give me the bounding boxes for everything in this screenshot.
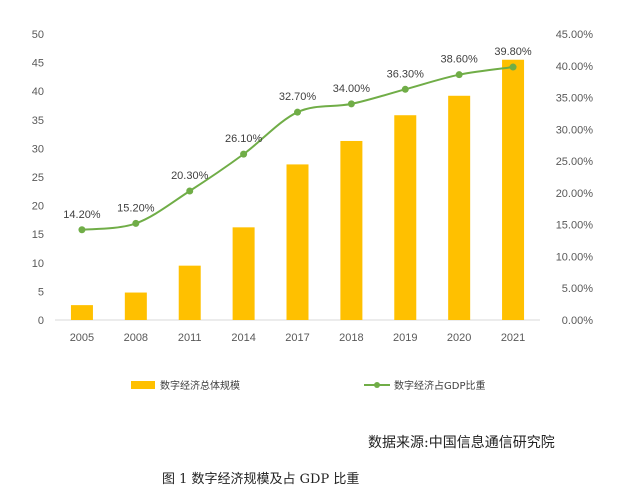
y-left-tick-label: 50 — [32, 29, 44, 41]
data-source-note: 数据来源:中国信息通信研究院 — [368, 435, 555, 451]
y-left-tick-label: 35 — [32, 115, 44, 127]
line-point — [401, 85, 409, 93]
line-point — [186, 187, 194, 195]
x-tick-label: 2014 — [231, 332, 255, 344]
bar — [448, 95, 471, 320]
data-label: 38.60% — [441, 54, 479, 66]
bar — [286, 164, 309, 320]
bar — [502, 59, 525, 321]
x-tick-label: 2021 — [501, 332, 525, 344]
data-label: 15.20% — [117, 202, 155, 214]
y-right-tick-label: 20.00% — [556, 188, 594, 200]
y-right-tick-label: 10.00% — [556, 251, 594, 263]
x-tick-label: 2008 — [124, 332, 148, 344]
line-point — [294, 108, 301, 116]
bar — [70, 305, 93, 320]
line-point — [455, 71, 463, 79]
y-left-tick-label: 10 — [32, 258, 44, 270]
data-label: 14.20% — [63, 209, 101, 221]
legend-swatch-bar — [131, 381, 155, 389]
line-point — [132, 219, 140, 227]
y-right-tick-label: 5.00% — [562, 283, 593, 295]
y-left-tick-label: 25 — [32, 172, 44, 184]
figure-caption: 图 1 数字经济规模及占 GDP 比重 — [162, 472, 360, 487]
y-right-tick-label: 45.00% — [556, 29, 594, 41]
y-left-tick-label: 15 — [32, 229, 44, 241]
x-tick-label: 2017 — [285, 332, 309, 344]
legend-label-line: 数字经济占GDP比重 — [394, 379, 485, 392]
bar — [124, 292, 147, 320]
y-left-tick-label: 20 — [32, 201, 44, 213]
x-tick-label: 2019 — [393, 332, 417, 344]
y-left-tick-label: 0 — [38, 315, 44, 327]
x-tick-label: 2020 — [447, 332, 471, 344]
bar — [232, 227, 255, 320]
x-tick-label: 2018 — [339, 332, 363, 344]
y-left-tick-label: 5 — [38, 286, 44, 298]
bar — [340, 140, 363, 320]
data-label: 26.10% — [225, 133, 263, 145]
y-right-tick-label: 30.00% — [556, 124, 594, 136]
line-point — [78, 226, 86, 234]
legend-swatch-marker — [374, 382, 380, 388]
data-label: 20.30% — [171, 170, 209, 182]
y-right-tick-label: 15.00% — [556, 220, 594, 232]
y-left-tick-label: 40 — [32, 86, 44, 98]
y-right-tick-label: 0.00% — [562, 315, 593, 327]
data-label: 32.70% — [279, 91, 317, 103]
data-label: 36.30% — [387, 68, 425, 80]
line-point — [509, 63, 517, 71]
line-point — [347, 100, 355, 108]
chart: 0 5 10 15 20 25 30 35 40 45 50 0.00% 5.00% 10.00% 15.0… — [32, 29, 594, 392]
legend-label-bar: 数字经济总体规模 — [160, 379, 240, 392]
x-tick-label: 2005 — [70, 332, 94, 344]
data-label: 39.80% — [494, 46, 532, 58]
line-point — [240, 150, 248, 158]
bar — [394, 115, 417, 320]
y-right-tick-label: 25.00% — [556, 156, 594, 168]
y-left-tick-label: 45 — [32, 58, 44, 70]
data-label: 34.00% — [333, 83, 371, 95]
y-left-tick-label: 30 — [32, 143, 44, 155]
bar — [178, 265, 201, 320]
x-tick-label: 2011 — [178, 332, 202, 344]
y-right-tick-label: 40.00% — [556, 61, 594, 73]
y-right-tick-label: 35.00% — [556, 93, 594, 105]
